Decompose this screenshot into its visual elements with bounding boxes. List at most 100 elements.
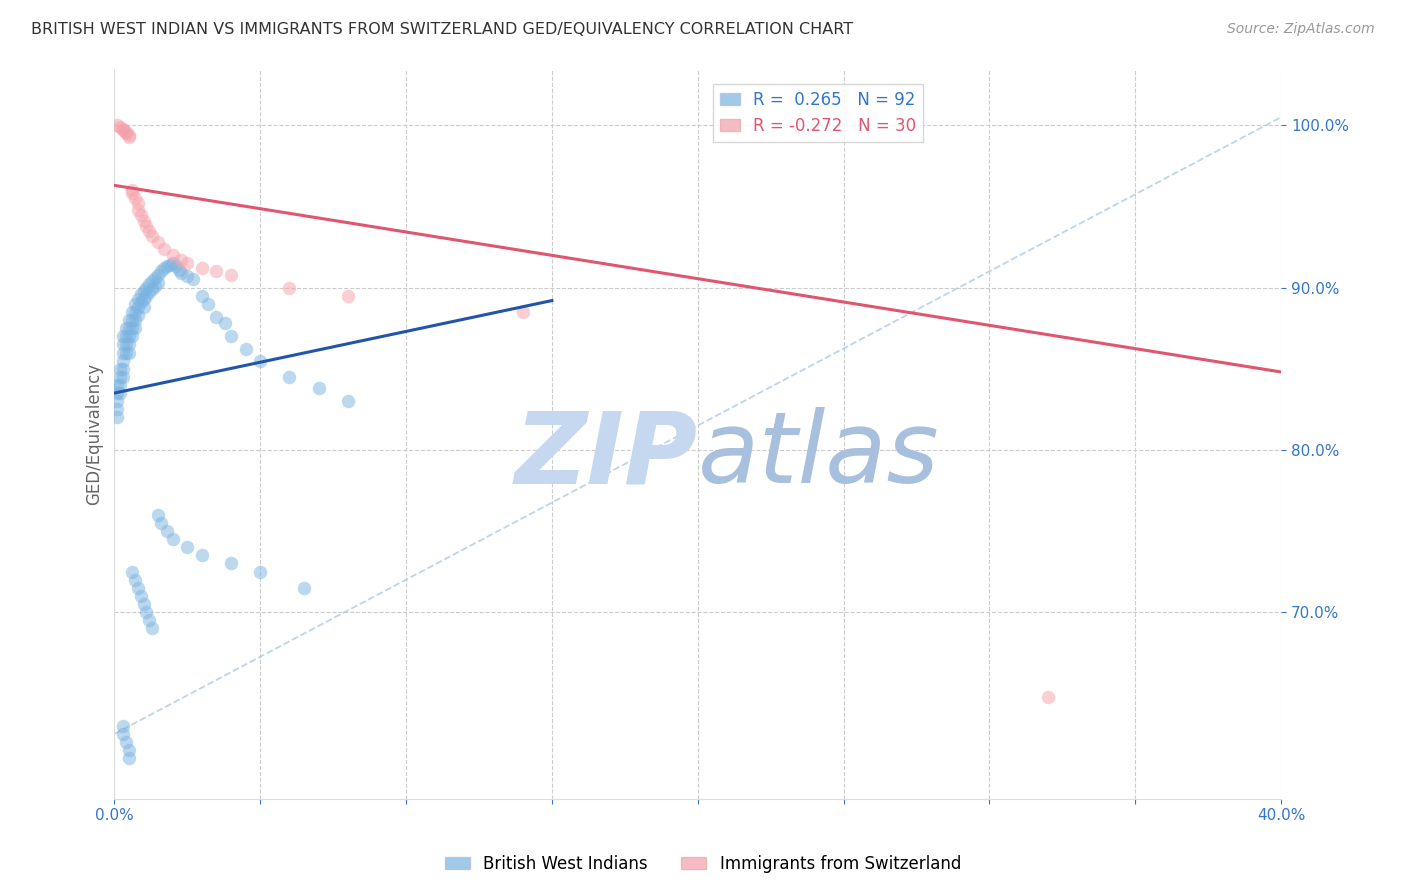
Point: [129, 295, 152, 310]
Text: Source: ZipAtlas.com: Source: ZipAtlas.com: [1227, 22, 1375, 37]
Point: [112, 361, 135, 376]
Point: [127, 300, 149, 314]
Text: ZIP: ZIP: [515, 407, 697, 504]
Point: [167, 262, 190, 277]
Point: [150, 264, 173, 278]
Point: [176, 540, 198, 554]
Point: [141, 621, 163, 635]
Point: [121, 313, 143, 327]
Point: [146, 268, 169, 282]
Point: [141, 282, 163, 296]
Point: [191, 261, 214, 276]
Point: [115, 125, 138, 139]
Point: [181, 272, 204, 286]
Point: [170, 252, 193, 267]
Point: [159, 258, 181, 272]
Point: [115, 321, 138, 335]
Point: [176, 269, 198, 284]
Point: [162, 248, 184, 262]
Point: [129, 589, 152, 603]
Point: [112, 369, 135, 384]
Point: [141, 274, 163, 288]
Point: [124, 313, 146, 327]
Point: [162, 532, 184, 546]
Point: [127, 292, 149, 306]
Point: [105, 378, 128, 392]
Text: BRITISH WEST INDIAN VS IMMIGRANTS FROM SWITZERLAND GED/EQUIVALENCY CORRELATION C: BRITISH WEST INDIAN VS IMMIGRANTS FROM S…: [31, 22, 853, 37]
Point: [191, 289, 214, 303]
Point: [110, 120, 132, 134]
Point: [127, 196, 149, 211]
Point: [336, 394, 359, 409]
Point: [219, 329, 242, 343]
Point: [110, 378, 132, 392]
Point: [112, 353, 135, 368]
Point: [132, 214, 155, 228]
Point: [132, 284, 155, 298]
Point: [105, 386, 128, 401]
Point: [135, 605, 157, 619]
Point: [124, 305, 146, 319]
Point: [118, 129, 141, 144]
Point: [219, 557, 242, 571]
Point: [127, 202, 149, 217]
Point: [118, 313, 141, 327]
Point: [170, 266, 193, 280]
Point: [146, 276, 169, 290]
Point: [118, 128, 141, 142]
Legend: R =  0.265   N = 92, R = -0.272   N = 30: R = 0.265 N = 92, R = -0.272 N = 30: [713, 84, 922, 142]
Point: [121, 186, 143, 201]
Point: [121, 305, 143, 319]
Point: [153, 242, 176, 256]
Point: [115, 337, 138, 351]
Point: [278, 280, 301, 294]
Point: [132, 292, 155, 306]
Point: [110, 361, 132, 376]
Point: [292, 581, 315, 595]
Point: [138, 285, 160, 300]
Point: [112, 121, 135, 136]
Point: [118, 337, 141, 351]
Point: [308, 381, 330, 395]
Point: [138, 224, 160, 238]
Point: [278, 369, 301, 384]
Point: [156, 260, 179, 274]
Text: atlas: atlas: [697, 407, 939, 504]
Point: [132, 597, 155, 611]
Point: [115, 735, 138, 749]
Legend: British West Indians, Immigrants from Switzerland: British West Indians, Immigrants from Sw…: [439, 848, 967, 880]
Point: [143, 270, 166, 285]
Point: [132, 300, 155, 314]
Point: [512, 305, 534, 319]
Point: [112, 719, 135, 733]
Point: [112, 329, 135, 343]
Point: [135, 219, 157, 233]
Point: [115, 127, 138, 141]
Y-axis label: GED/Equivalency: GED/Equivalency: [86, 362, 103, 505]
Point: [141, 228, 163, 243]
Point: [112, 337, 135, 351]
Point: [112, 123, 135, 137]
Point: [105, 394, 128, 409]
Point: [118, 751, 141, 765]
Point: [153, 261, 176, 276]
Point: [124, 191, 146, 205]
Point: [121, 321, 143, 335]
Point: [235, 343, 257, 357]
Point: [135, 289, 157, 303]
Point: [118, 743, 141, 757]
Point: [176, 256, 198, 270]
Point: [138, 613, 160, 627]
Point: [143, 279, 166, 293]
Point: [105, 118, 128, 132]
Point: [124, 297, 146, 311]
Point: [110, 386, 132, 401]
Point: [156, 524, 179, 538]
Point: [118, 329, 141, 343]
Point: [205, 264, 228, 278]
Point: [1036, 690, 1059, 704]
Point: [127, 581, 149, 595]
Point: [191, 549, 214, 563]
Point: [150, 516, 173, 530]
Point: [112, 345, 135, 359]
